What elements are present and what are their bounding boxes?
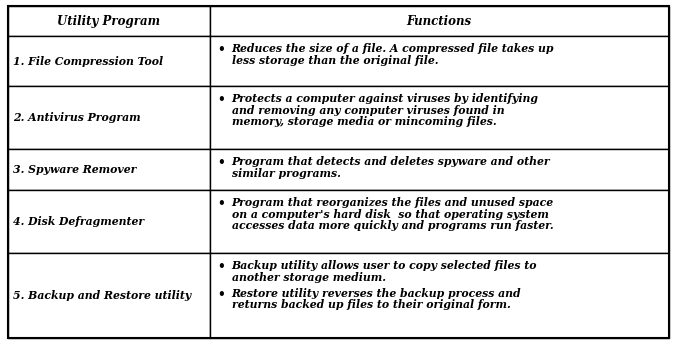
Bar <box>210 6 669 36</box>
Bar <box>8 149 210 191</box>
Text: memory, storage media or mincoming files.: memory, storage media or mincoming files… <box>232 116 496 127</box>
Bar <box>210 254 669 338</box>
Bar <box>8 191 210 254</box>
Bar <box>8 254 210 338</box>
Text: Reduces the size of a file. A compressed file takes up: Reduces the size of a file. A compressed… <box>232 43 554 54</box>
Text: accesses data more quickly and programs run faster.: accesses data more quickly and programs … <box>232 220 553 231</box>
Text: 1. File Compression Tool: 1. File Compression Tool <box>13 56 163 67</box>
Text: Restore utility reverses the backup process and: Restore utility reverses the backup proc… <box>232 288 521 299</box>
Bar <box>210 149 669 191</box>
Text: Functions: Functions <box>407 15 472 28</box>
Text: Program that reorganizes the files and unused space: Program that reorganizes the files and u… <box>232 197 554 208</box>
Text: similar programs.: similar programs. <box>232 168 341 179</box>
Text: Protects a computer against viruses by identifying: Protects a computer against viruses by i… <box>232 93 539 104</box>
Text: 5. Backup and Restore utility: 5. Backup and Restore utility <box>13 290 191 301</box>
Text: •: • <box>217 260 225 273</box>
Text: Backup utility allows user to copy selected files to: Backup utility allows user to copy selec… <box>232 260 537 271</box>
Text: Utility Program: Utility Program <box>58 15 160 28</box>
Text: and removing any computer viruses found in: and removing any computer viruses found … <box>232 105 504 116</box>
Text: returns backed up files to their original form.: returns backed up files to their origina… <box>232 299 510 310</box>
Bar <box>210 191 669 254</box>
Bar <box>210 36 669 86</box>
Text: on a computer's hard disk  so that operating system: on a computer's hard disk so that operat… <box>232 209 548 220</box>
Bar <box>210 86 669 149</box>
Text: less storage than the original file.: less storage than the original file. <box>232 55 438 66</box>
Text: •: • <box>217 288 225 301</box>
Text: •: • <box>217 197 225 211</box>
Bar <box>8 86 210 149</box>
Text: 3. Spyware Remover: 3. Spyware Remover <box>13 164 136 175</box>
Bar <box>8 36 210 86</box>
Text: 4. Disk Defragmenter: 4. Disk Defragmenter <box>13 216 144 227</box>
Text: •: • <box>217 156 225 169</box>
Text: •: • <box>217 93 225 106</box>
Text: Program that detects and deletes spyware and other: Program that detects and deletes spyware… <box>232 156 550 167</box>
Text: •: • <box>217 43 225 56</box>
Text: another storage medium.: another storage medium. <box>232 272 386 283</box>
Text: 2. Antivirus Program: 2. Antivirus Program <box>13 112 141 123</box>
Bar <box>8 6 210 36</box>
